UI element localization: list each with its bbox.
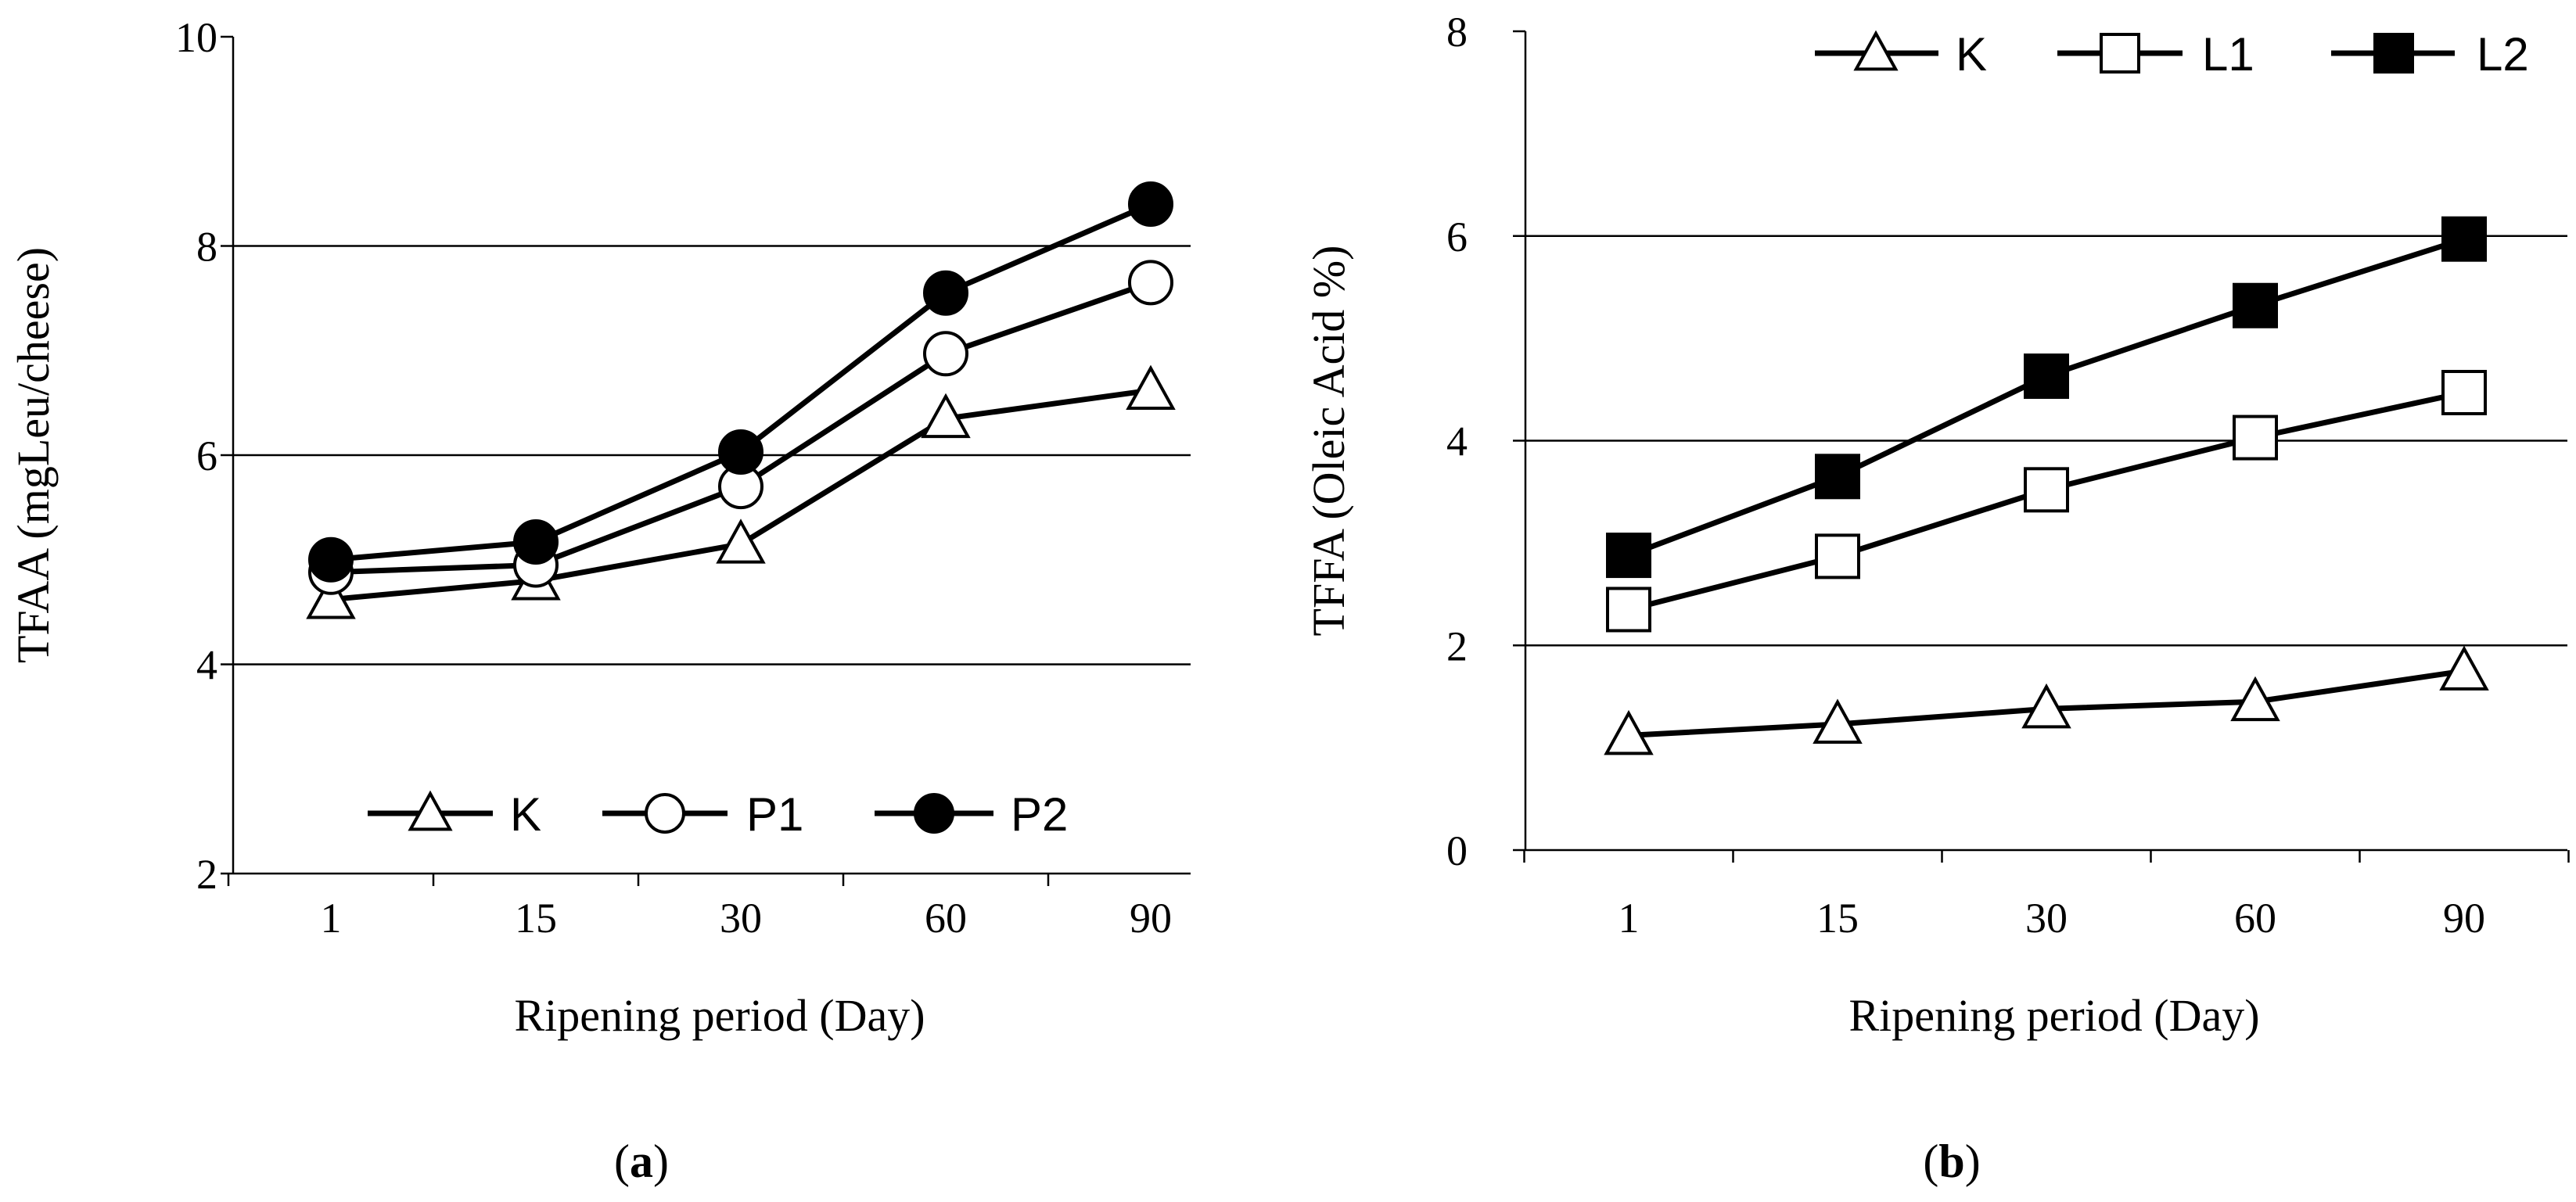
x-tick-label: 90: [1130, 895, 1172, 942]
data-point-p2: [923, 270, 968, 316]
legend-label-l2: L2: [2477, 28, 2529, 81]
data-point-l1: [2233, 414, 2278, 461]
panel-label: (b): [1923, 1136, 1980, 1187]
data-point-k: [716, 518, 766, 564]
y-axis-label: TFFA (Oleic Acid %): [1303, 246, 1354, 637]
data-point-k: [306, 574, 356, 619]
x-axis-label: Ripening period (Day): [514, 990, 925, 1041]
y-tick-label: 6: [196, 432, 217, 479]
data-point-l2: [2024, 353, 2069, 400]
data-point-k: [921, 393, 971, 439]
data-point-k: [2230, 676, 2280, 722]
data-point-l2: [2233, 282, 2278, 328]
legend-marker-l2: [2373, 33, 2414, 74]
panel-letter: b: [1938, 1136, 1964, 1187]
legend-label-k: K: [1956, 28, 1987, 81]
x-tick-label: 15: [1816, 895, 1859, 942]
x-tick-label: 90: [2443, 895, 2485, 942]
panel-letter: a: [630, 1136, 653, 1187]
legend-marker-p1: [645, 793, 685, 834]
data-point-p2: [513, 519, 559, 565]
data-point-l2: [2441, 216, 2487, 262]
x-tick-label: 60: [2234, 895, 2276, 942]
x-tick-label: 60: [925, 895, 967, 942]
legend-label-l1: L1: [2202, 28, 2254, 81]
y-tick-label: 8: [1446, 9, 1468, 56]
data-point-l1: [2441, 369, 2487, 415]
y-tick-label: 8: [196, 224, 217, 271]
legend-marker-k: [1853, 30, 1899, 71]
data-point-p2: [308, 536, 354, 583]
y-tick-label: 4: [196, 642, 217, 689]
y-tick-label: 6: [1446, 213, 1468, 260]
data-point-l1: [2024, 467, 2069, 513]
legend: K P1 P2: [368, 788, 1068, 841]
x-tick-label: 30: [720, 895, 762, 942]
legend: K L1 L2: [1815, 28, 2529, 81]
x-tick-label: 1: [321, 895, 342, 942]
legend-marker-k: [408, 790, 453, 831]
x-tick-label: 1: [1619, 895, 1640, 942]
y-tick-label: 10: [175, 14, 217, 61]
data-point-l1: [1606, 587, 1651, 633]
x-axis-label: Ripening period (Day): [1848, 990, 2259, 1041]
legend-label-k: K: [510, 788, 541, 841]
y-tick-label: 2: [196, 851, 217, 898]
data-point-k: [1126, 364, 1176, 411]
data-point-k: [1604, 709, 1654, 755]
x-tick-label: 15: [515, 895, 557, 942]
data-point-p2: [1128, 181, 1173, 227]
legend-marker-p2: [914, 793, 954, 834]
data-point-k: [2021, 683, 2071, 729]
chart-panel-b: 0 2 4 6 8 1 15 30 60 90 Ripening period (Day) TFFA …: [1303, 9, 2570, 1187]
x-tick-label: 30: [2025, 895, 2068, 942]
data-point-k: [2439, 645, 2489, 691]
data-point-l2: [1815, 454, 1860, 500]
legend-marker-l1: [2100, 33, 2140, 74]
legend-label-p2: P2: [1011, 788, 1068, 841]
data-point-l2: [1606, 533, 1651, 579]
data-point-p1: [923, 331, 968, 377]
chart-panel-a: 2 4 6 8 10 1 15 30 60 90 Ripening period (Day) TFAA…: [8, 14, 1191, 1187]
y-tick-label: 2: [1446, 623, 1468, 669]
y-tick-label: 0: [1446, 827, 1468, 874]
data-point-l1: [1815, 533, 1860, 579]
data-point-p1: [1128, 260, 1173, 306]
data-point-p2: [718, 429, 763, 475]
panel-label: (a): [614, 1136, 669, 1187]
y-tick-label: 4: [1446, 418, 1468, 465]
y-axis-label: TFAA (mgLeu/cheese): [8, 247, 59, 663]
legend-label-p1: P1: [746, 788, 803, 841]
data-point-k: [1813, 698, 1863, 744]
